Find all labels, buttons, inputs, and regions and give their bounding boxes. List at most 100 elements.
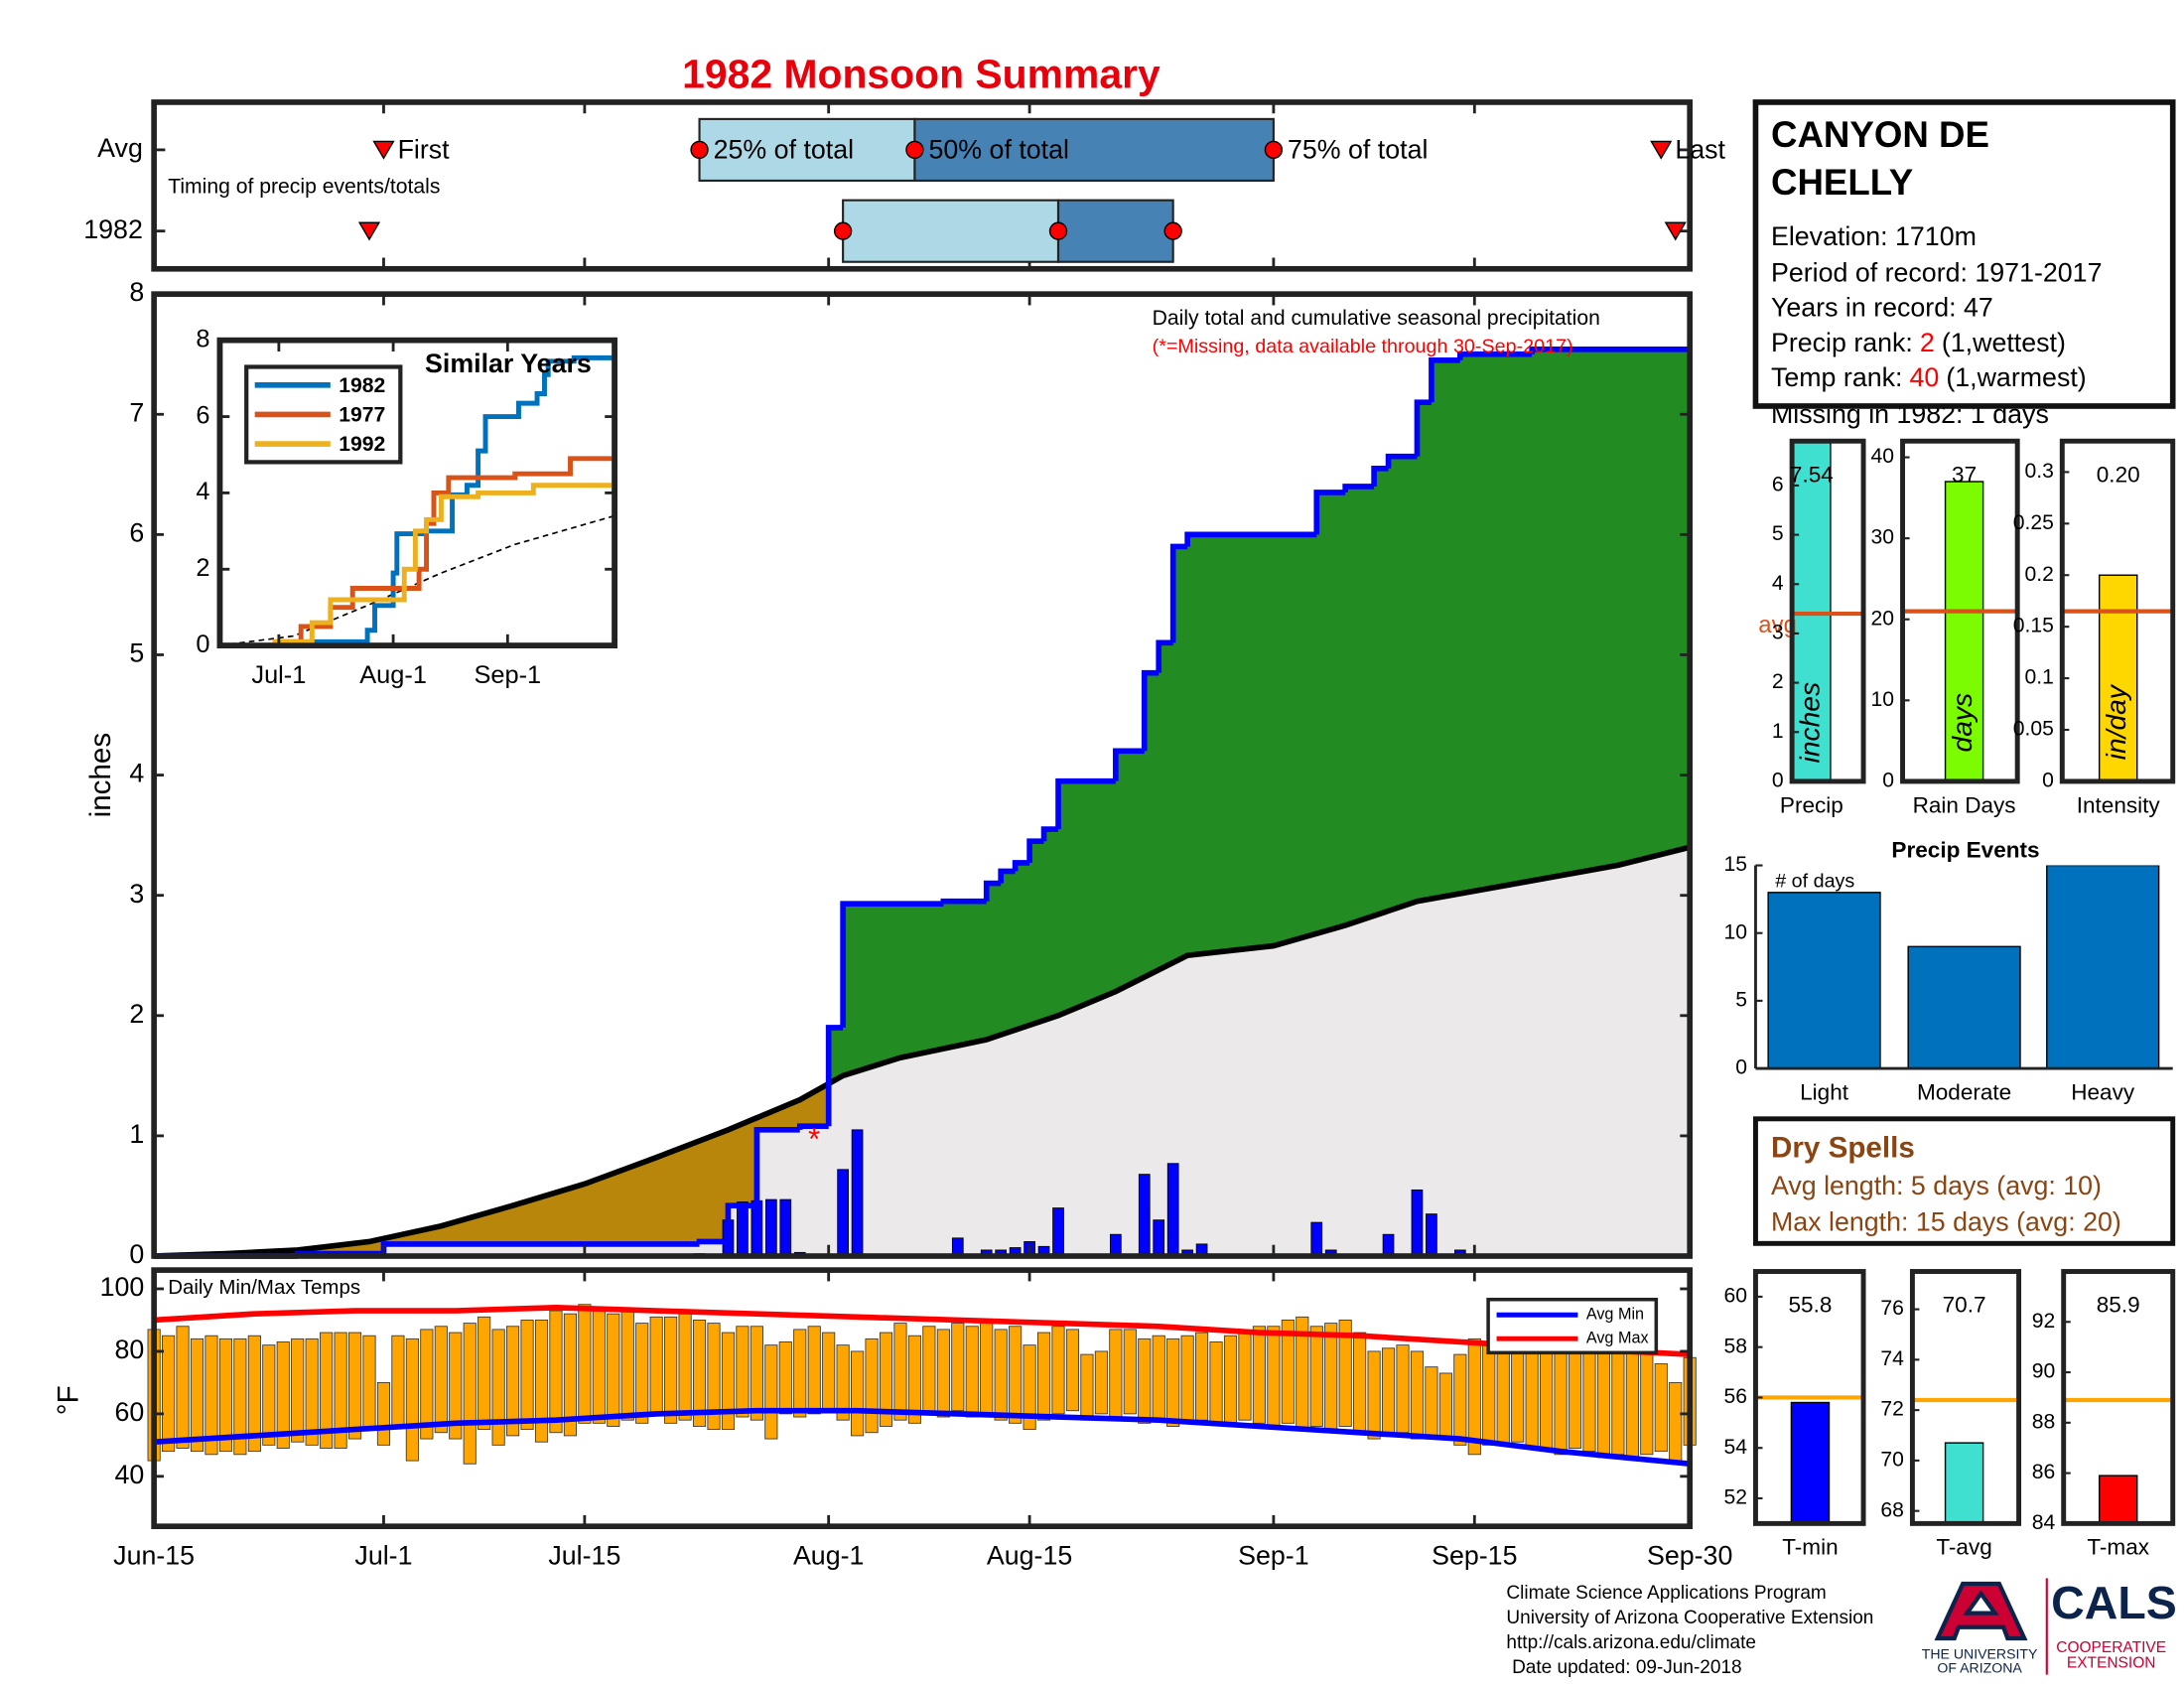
- x-tick-label: Precip: [1780, 792, 1843, 817]
- temp-range-bar: [1338, 1320, 1352, 1427]
- y-tick-label: 5: [1772, 522, 1784, 545]
- temp-range-bar: [865, 1337, 879, 1434]
- y-tick-label: 6: [196, 401, 209, 429]
- y-tick-label: 0: [2042, 770, 2054, 792]
- y-tick-label: 6: [129, 517, 144, 547]
- unit-label: days: [1946, 693, 1978, 753]
- y-tick-label: 0: [1882, 770, 1894, 792]
- temp-range-bar: [1669, 1381, 1683, 1465]
- y-tick-label: 58: [1723, 1335, 1747, 1357]
- cumulative-line-step: [1141, 669, 1160, 752]
- footer-line: Climate Science Applications Program: [1506, 1583, 1826, 1604]
- y-tick-label: 72: [1880, 1398, 1904, 1421]
- value-label: 37: [1952, 462, 1977, 487]
- x-tick-label: Moderate: [1917, 1079, 2011, 1104]
- rank-value: 2: [1920, 328, 1935, 357]
- dry-spells-line: Avg length: 5 days (avg: 10): [1771, 1171, 2102, 1200]
- quartile-marker: [690, 140, 709, 160]
- average-cumulative-line: [154, 844, 1691, 1259]
- missing-marker: *: [808, 1122, 820, 1157]
- x-tick-label: T-min: [1782, 1535, 1838, 1560]
- plot-frame: [2059, 438, 2176, 784]
- temp-range-bar: [721, 1332, 736, 1431]
- temp-range-bar: [534, 1320, 549, 1443]
- plot-frame: [1900, 438, 2020, 784]
- y-tick-label: 2: [196, 554, 209, 582]
- temp-range-bar: [463, 1323, 477, 1465]
- inset-title: Similar Years: [425, 349, 592, 378]
- ua-logo: [1934, 1581, 2028, 1641]
- y-tick-label: 2: [1772, 670, 1784, 693]
- cals-text: CALS: [2051, 1577, 2177, 1628]
- daily-precip-bar: [737, 1201, 749, 1257]
- temp-range-bar: [851, 1350, 865, 1437]
- temp-range-bar: [907, 1335, 921, 1424]
- info-line: Elevation: 1710m: [1771, 221, 1977, 251]
- temp-range-bar: [434, 1326, 448, 1434]
- temp-range-bar: [491, 1329, 505, 1446]
- rank-suffix: (1,warmest): [1946, 362, 2086, 392]
- cumulative-line-step: [840, 901, 944, 1028]
- ua-text: OF ARIZONA: [1937, 1660, 2022, 1676]
- temp-range-bar: [592, 1307, 606, 1424]
- temp-range-bar: [291, 1337, 305, 1443]
- event-label: 50% of total: [929, 134, 1069, 164]
- y-tick-label: 3: [129, 879, 144, 909]
- quartile-box: [842, 199, 1060, 263]
- y-tick-label: 74: [1880, 1347, 1904, 1370]
- y-tick-label: 3: [1772, 622, 1784, 644]
- y-tick-label: 7: [129, 397, 144, 427]
- temp-range-bar: [1396, 1344, 1410, 1434]
- y-tick-label: 54: [1723, 1436, 1747, 1459]
- temp-range-bar: [750, 1326, 763, 1421]
- daily-precip-bar: [1153, 1219, 1165, 1257]
- cumulative-line-step: [940, 898, 987, 905]
- y-tick-label: 5: [1735, 988, 1747, 1011]
- rank-prefix: Temp rank:: [1771, 362, 1902, 392]
- temp-range-bar: [793, 1329, 807, 1418]
- temp-range-bar: [218, 1337, 232, 1453]
- y-tick-label: 86: [2032, 1461, 2056, 1483]
- dry-spells-box: [1752, 1116, 2176, 1246]
- y-tick-label: 8: [129, 277, 144, 307]
- temp-range-bar: [1223, 1335, 1238, 1427]
- temp-range-bar: [1482, 1344, 1496, 1446]
- rank-prefix: Precip rank:: [1771, 328, 1913, 357]
- temp-range-bar: [478, 1316, 491, 1431]
- cumulative-line-step: [1385, 453, 1418, 469]
- y-tick-label: 40: [114, 1460, 144, 1489]
- y-tick-label: 60: [1723, 1284, 1747, 1307]
- bar: [2098, 1475, 2138, 1524]
- cumulative-line-step: [1342, 484, 1375, 492]
- y-tick-label: 6: [1772, 474, 1784, 496]
- daily-precip-bar: [764, 1198, 777, 1257]
- temp-range-bar: [764, 1344, 778, 1440]
- unit-label: in/day: [2100, 683, 2131, 760]
- temp-range-bar: [1281, 1320, 1295, 1424]
- event-label: 25% of total: [714, 134, 854, 164]
- daily-precip-bar: [1310, 1221, 1323, 1257]
- y-tick-label: 0: [196, 631, 209, 658]
- cumulative-line-step: [1055, 777, 1116, 830]
- rank-suffix: (1,wettest): [1942, 328, 2066, 357]
- row-label: 1982: [83, 214, 143, 244]
- bar: [1907, 945, 2021, 1069]
- value-label: 7.54: [1790, 462, 1834, 487]
- y-tick-label: 0.05: [2013, 718, 2054, 741]
- cumulative-line-step: [1040, 826, 1059, 842]
- temp-range-bar: [520, 1320, 534, 1431]
- cumulative-line-step: [1429, 356, 1460, 403]
- x-tick-label: Rain Days: [1913, 792, 2016, 817]
- timeline-note: Timing of precip events/totals: [168, 176, 440, 199]
- y-tick-label: 0: [1772, 770, 1784, 792]
- temp-range-bar: [362, 1335, 376, 1431]
- temp-range-bar: [1023, 1344, 1036, 1431]
- cumulative-line-step: [1169, 543, 1188, 643]
- temp-range-bar: [1051, 1326, 1065, 1415]
- temp-range-bar: [578, 1304, 592, 1424]
- temp-range-bar: [1009, 1326, 1023, 1424]
- temp-range-bar: [391, 1335, 405, 1427]
- temp-range-bar: [549, 1310, 563, 1434]
- x-tick-label: Jul-15: [548, 1540, 620, 1570]
